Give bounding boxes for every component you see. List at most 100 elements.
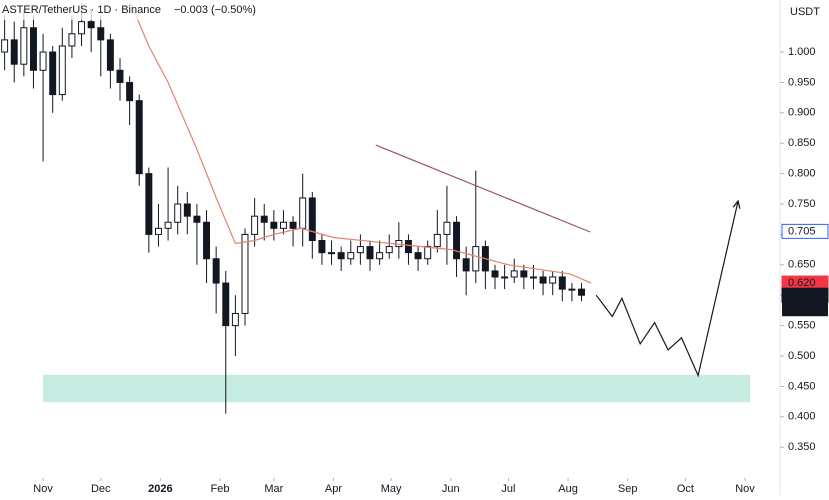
y-tick-label: 0.900: [788, 107, 816, 119]
x-tick-label: Jun: [442, 483, 460, 495]
candle-body: [414, 252, 422, 260]
candle-body: [135, 100, 143, 175]
candle-body: [203, 221, 211, 260]
candle-body: [578, 288, 586, 296]
candle-body: [549, 276, 557, 284]
x-tick-label: Nov: [735, 483, 755, 495]
candle-body: [231, 312, 239, 327]
candle-body: [529, 276, 537, 279]
y-tick-label: 0.850: [788, 137, 816, 149]
candle-body: [251, 215, 259, 235]
candle-body: [376, 252, 384, 260]
candle-body: [510, 270, 518, 278]
x-tick-label: Jul: [501, 483, 515, 495]
candle-body: [337, 252, 345, 260]
header-bg: [0, 0, 250, 20]
symbol-header: ASTER/TetherUS · 1D · Binance: [2, 4, 161, 16]
x-tick-label: Feb: [211, 483, 230, 495]
candle-body: [222, 282, 230, 327]
x-tick-label: 2026: [148, 483, 172, 495]
plot-area: [1, 0, 751, 414]
candle-body: [174, 203, 182, 223]
price-marker-label: 0.620: [788, 277, 816, 289]
candle-body: [366, 246, 374, 260]
candle-body: [145, 173, 153, 235]
candle-body: [106, 39, 114, 71]
candle-body: [154, 227, 162, 235]
x-tick-label: Mar: [264, 483, 283, 495]
candle-body: [328, 252, 336, 255]
candle-body: [385, 246, 393, 254]
x-tick-label: Oct: [677, 483, 694, 495]
candle-body: [568, 288, 576, 291]
support-zone: [43, 374, 751, 403]
x-tick-label: Sep: [618, 483, 638, 495]
candle-body: [270, 221, 278, 229]
y-tick-label: 0.500: [788, 350, 816, 362]
candle-body: [87, 21, 95, 29]
candle-body: [78, 21, 86, 35]
candle-body: [299, 197, 307, 229]
candle-body: [212, 258, 220, 284]
candle-body: [183, 203, 191, 217]
y-tick-label: 0.800: [788, 168, 816, 180]
candle-body: [462, 258, 470, 272]
candle-body: [356, 246, 364, 254]
candle-body: [97, 27, 105, 41]
projection-path: [595, 200, 739, 378]
y-tick-label: 1.000: [788, 46, 816, 58]
x-tick-label: Nov: [33, 483, 53, 495]
y-tick-label: 0.550: [788, 320, 816, 332]
arrow-head: [732, 199, 741, 209]
x-tick-label: Dec: [91, 483, 111, 495]
candle-body: [491, 270, 499, 278]
candle-body: [539, 276, 547, 284]
price-marker: [781, 223, 829, 239]
candle-body: [520, 270, 528, 278]
candle-body: [29, 27, 37, 71]
candle-body: [443, 221, 451, 235]
y-tick-label: 0.450: [788, 380, 816, 392]
candle-body: [116, 69, 124, 83]
overlay-line: [375, 144, 591, 233]
candle-body: [501, 276, 509, 279]
candle-body: [260, 215, 268, 223]
candle-body: [472, 246, 480, 272]
candle-body: [347, 252, 355, 260]
countdown: 03:59:58: [784, 303, 827, 315]
candle-body: [126, 81, 134, 102]
candle-body: [453, 221, 461, 260]
candle-body: [49, 51, 57, 96]
price-marker-label: 0.705: [788, 225, 816, 237]
candle-body: [289, 221, 297, 229]
price-change: −0.003 (−0.50%): [174, 4, 256, 16]
candle-body: [193, 215, 201, 223]
overlay-line: [129, 0, 592, 284]
candle-body: [58, 45, 66, 96]
candle-body: [558, 276, 566, 290]
y-tick-label: 0.750: [788, 198, 816, 210]
y-tick-label: 0.950: [788, 76, 816, 88]
candle-body: [68, 33, 76, 47]
price-marker-label: 0.600: [788, 289, 816, 301]
candle-body: [20, 27, 28, 65]
candle-body: [433, 233, 441, 248]
x-tick-label: May: [381, 483, 402, 495]
candle-body: [404, 240, 412, 254]
candle-body: [39, 51, 47, 71]
candle-body: [308, 197, 316, 242]
currency: USDT: [790, 6, 820, 18]
candle-body: [164, 221, 172, 229]
x-tick-label: Aug: [558, 483, 578, 495]
candle-body: [424, 246, 432, 260]
y-tick-label: 0.400: [788, 411, 816, 423]
y-tick-label: 0.650: [788, 259, 816, 271]
candle-body: [318, 240, 326, 254]
candle-body: [10, 39, 18, 65]
candle-body: [1, 39, 9, 53]
candle-body: [241, 233, 249, 314]
candle-body: [279, 221, 287, 229]
y-tick-label: 0.350: [788, 441, 816, 453]
